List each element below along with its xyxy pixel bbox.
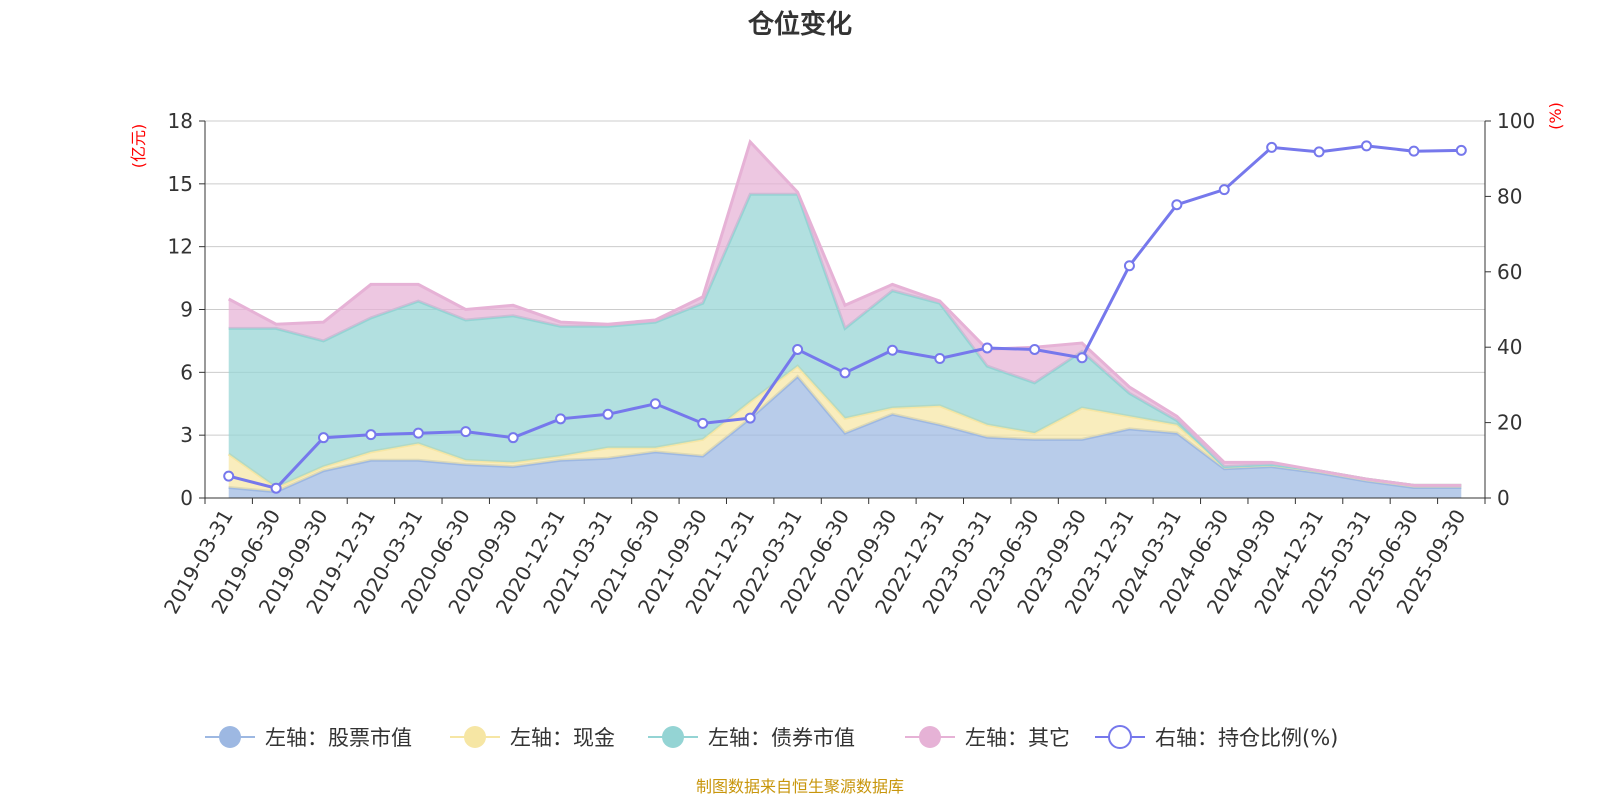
ratio-point [1218,184,1230,196]
legend-label: 右轴：持仓比例(%) [1155,726,1338,750]
left-tick-label: 0 [180,486,193,510]
left-axis-unit: (亿元) [129,124,148,169]
left-tick-label: 6 [180,360,193,384]
right-tick-label: 100 [1497,109,1535,133]
ratio-point [602,408,614,420]
ratio-point [792,343,804,355]
stacked-areas [227,138,1462,498]
legend-label: 左轴：现金 [510,726,615,750]
legend-marker [662,726,684,748]
chart-title: 仓位变化 [747,9,852,40]
ratio-point [744,412,756,424]
legend: 左轴：股票市值 左轴：现金 左轴：债券市值 左轴：其它 右轴：持仓比例(%) [205,725,1338,750]
ratio-point [1029,343,1041,355]
ratio-point [1455,144,1467,156]
ratio-point [839,367,851,379]
left-tick-label: 15 [168,172,193,196]
ratio-point [1076,352,1088,364]
ratio-point [1123,260,1135,272]
ratio-line [223,140,1467,494]
legend-marker [464,726,486,748]
ratio-point [412,427,424,439]
right-tick-label: 40 [1497,335,1522,359]
right-axis-unit: (%) [1546,102,1565,130]
ratio-point [1171,199,1183,211]
left-tick-label: 3 [180,423,193,447]
ratio-point [1313,146,1325,158]
left-tick-label: 18 [168,109,193,133]
right-tick-label: 80 [1497,184,1522,208]
ratio-point [318,432,330,444]
legend-marker [919,726,941,748]
right-tick-label: 0 [1497,486,1510,510]
ratio-point [649,398,661,410]
right-tick-label: 20 [1497,411,1522,435]
ratio-point [1408,145,1420,157]
ratio-point [697,417,709,429]
legend-label: 左轴：债券市值 [708,726,855,750]
ratio-point [555,413,567,425]
ratio-point [223,470,235,482]
ratio-point [1266,141,1278,153]
ratio-point [365,429,377,441]
ratio-point [460,426,472,438]
ratio-point [1360,140,1372,152]
ratio-point [981,342,993,354]
ratio-point [507,432,519,444]
source-note: 制图数据来自恒生聚源数据库 [696,777,904,796]
legend-marker [219,726,241,748]
area-stock [228,376,1462,498]
ratio-point [886,344,898,356]
left-tick-label: 9 [180,298,193,322]
area-bond [228,194,1462,488]
ratio-point [270,482,282,494]
left-tick-label: 12 [168,235,193,259]
legend-marker [1108,725,1132,749]
legend-label: 左轴：股票市值 [265,726,412,750]
ratio-point [934,353,946,365]
area-edge-other [227,138,1462,487]
legend-label: 左轴：其它 [965,726,1070,750]
area-other [228,141,1462,486]
right-tick-label: 60 [1497,260,1522,284]
